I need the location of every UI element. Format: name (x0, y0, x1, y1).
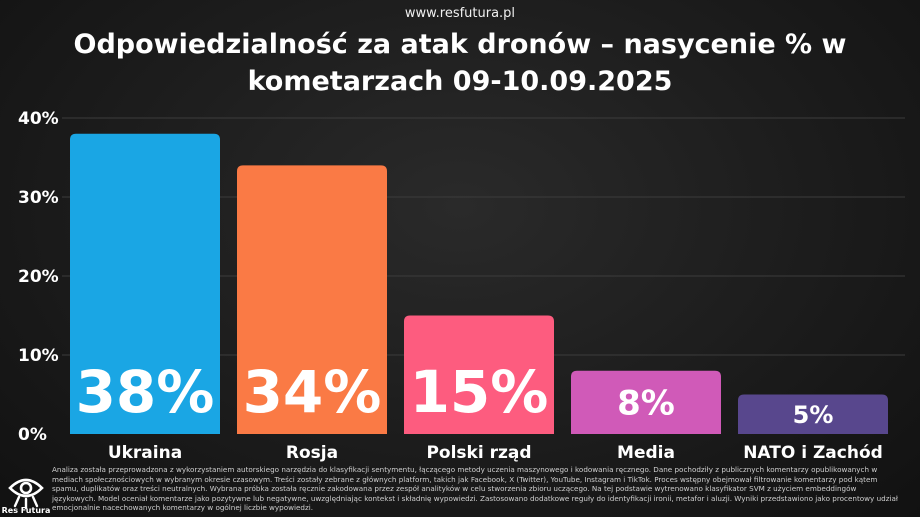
x-tick-label: Rosja (286, 443, 338, 463)
bar (237, 165, 387, 434)
bar-value-label: 8% (617, 384, 675, 424)
methodology-note: Analiza została przeprowadzona z wykorzy… (52, 465, 898, 513)
y-tick-label: 40% (18, 109, 59, 129)
chart-title: Odpowiedzialność za atak dronów – nasyce… (73, 29, 847, 97)
bar-value-label: 15% (410, 358, 549, 426)
x-tick-label: Ukraina (108, 443, 182, 463)
res-futura-logo (8, 478, 44, 510)
bar-value-label: 34% (243, 358, 382, 426)
bar-value-label: 5% (793, 401, 834, 429)
bar-value-label: 38% (76, 358, 215, 426)
site-url: www.resfutura.pl (404, 6, 516, 21)
x-tick-label: Media (617, 443, 675, 463)
y-tick-label: 30% (18, 188, 59, 208)
y-tick-label: 0% (18, 425, 47, 445)
brand-name: Res Futura (1, 506, 51, 515)
y-tick-label: 20% (18, 267, 59, 287)
x-tick-label: Polski rząd (426, 443, 531, 463)
bar (404, 315, 554, 434)
bar (70, 133, 220, 435)
y-tick-label: 10% (18, 346, 59, 366)
bar (738, 394, 888, 434)
x-tick-label: NATO i Zachód (743, 443, 883, 463)
bar (571, 370, 721, 434)
